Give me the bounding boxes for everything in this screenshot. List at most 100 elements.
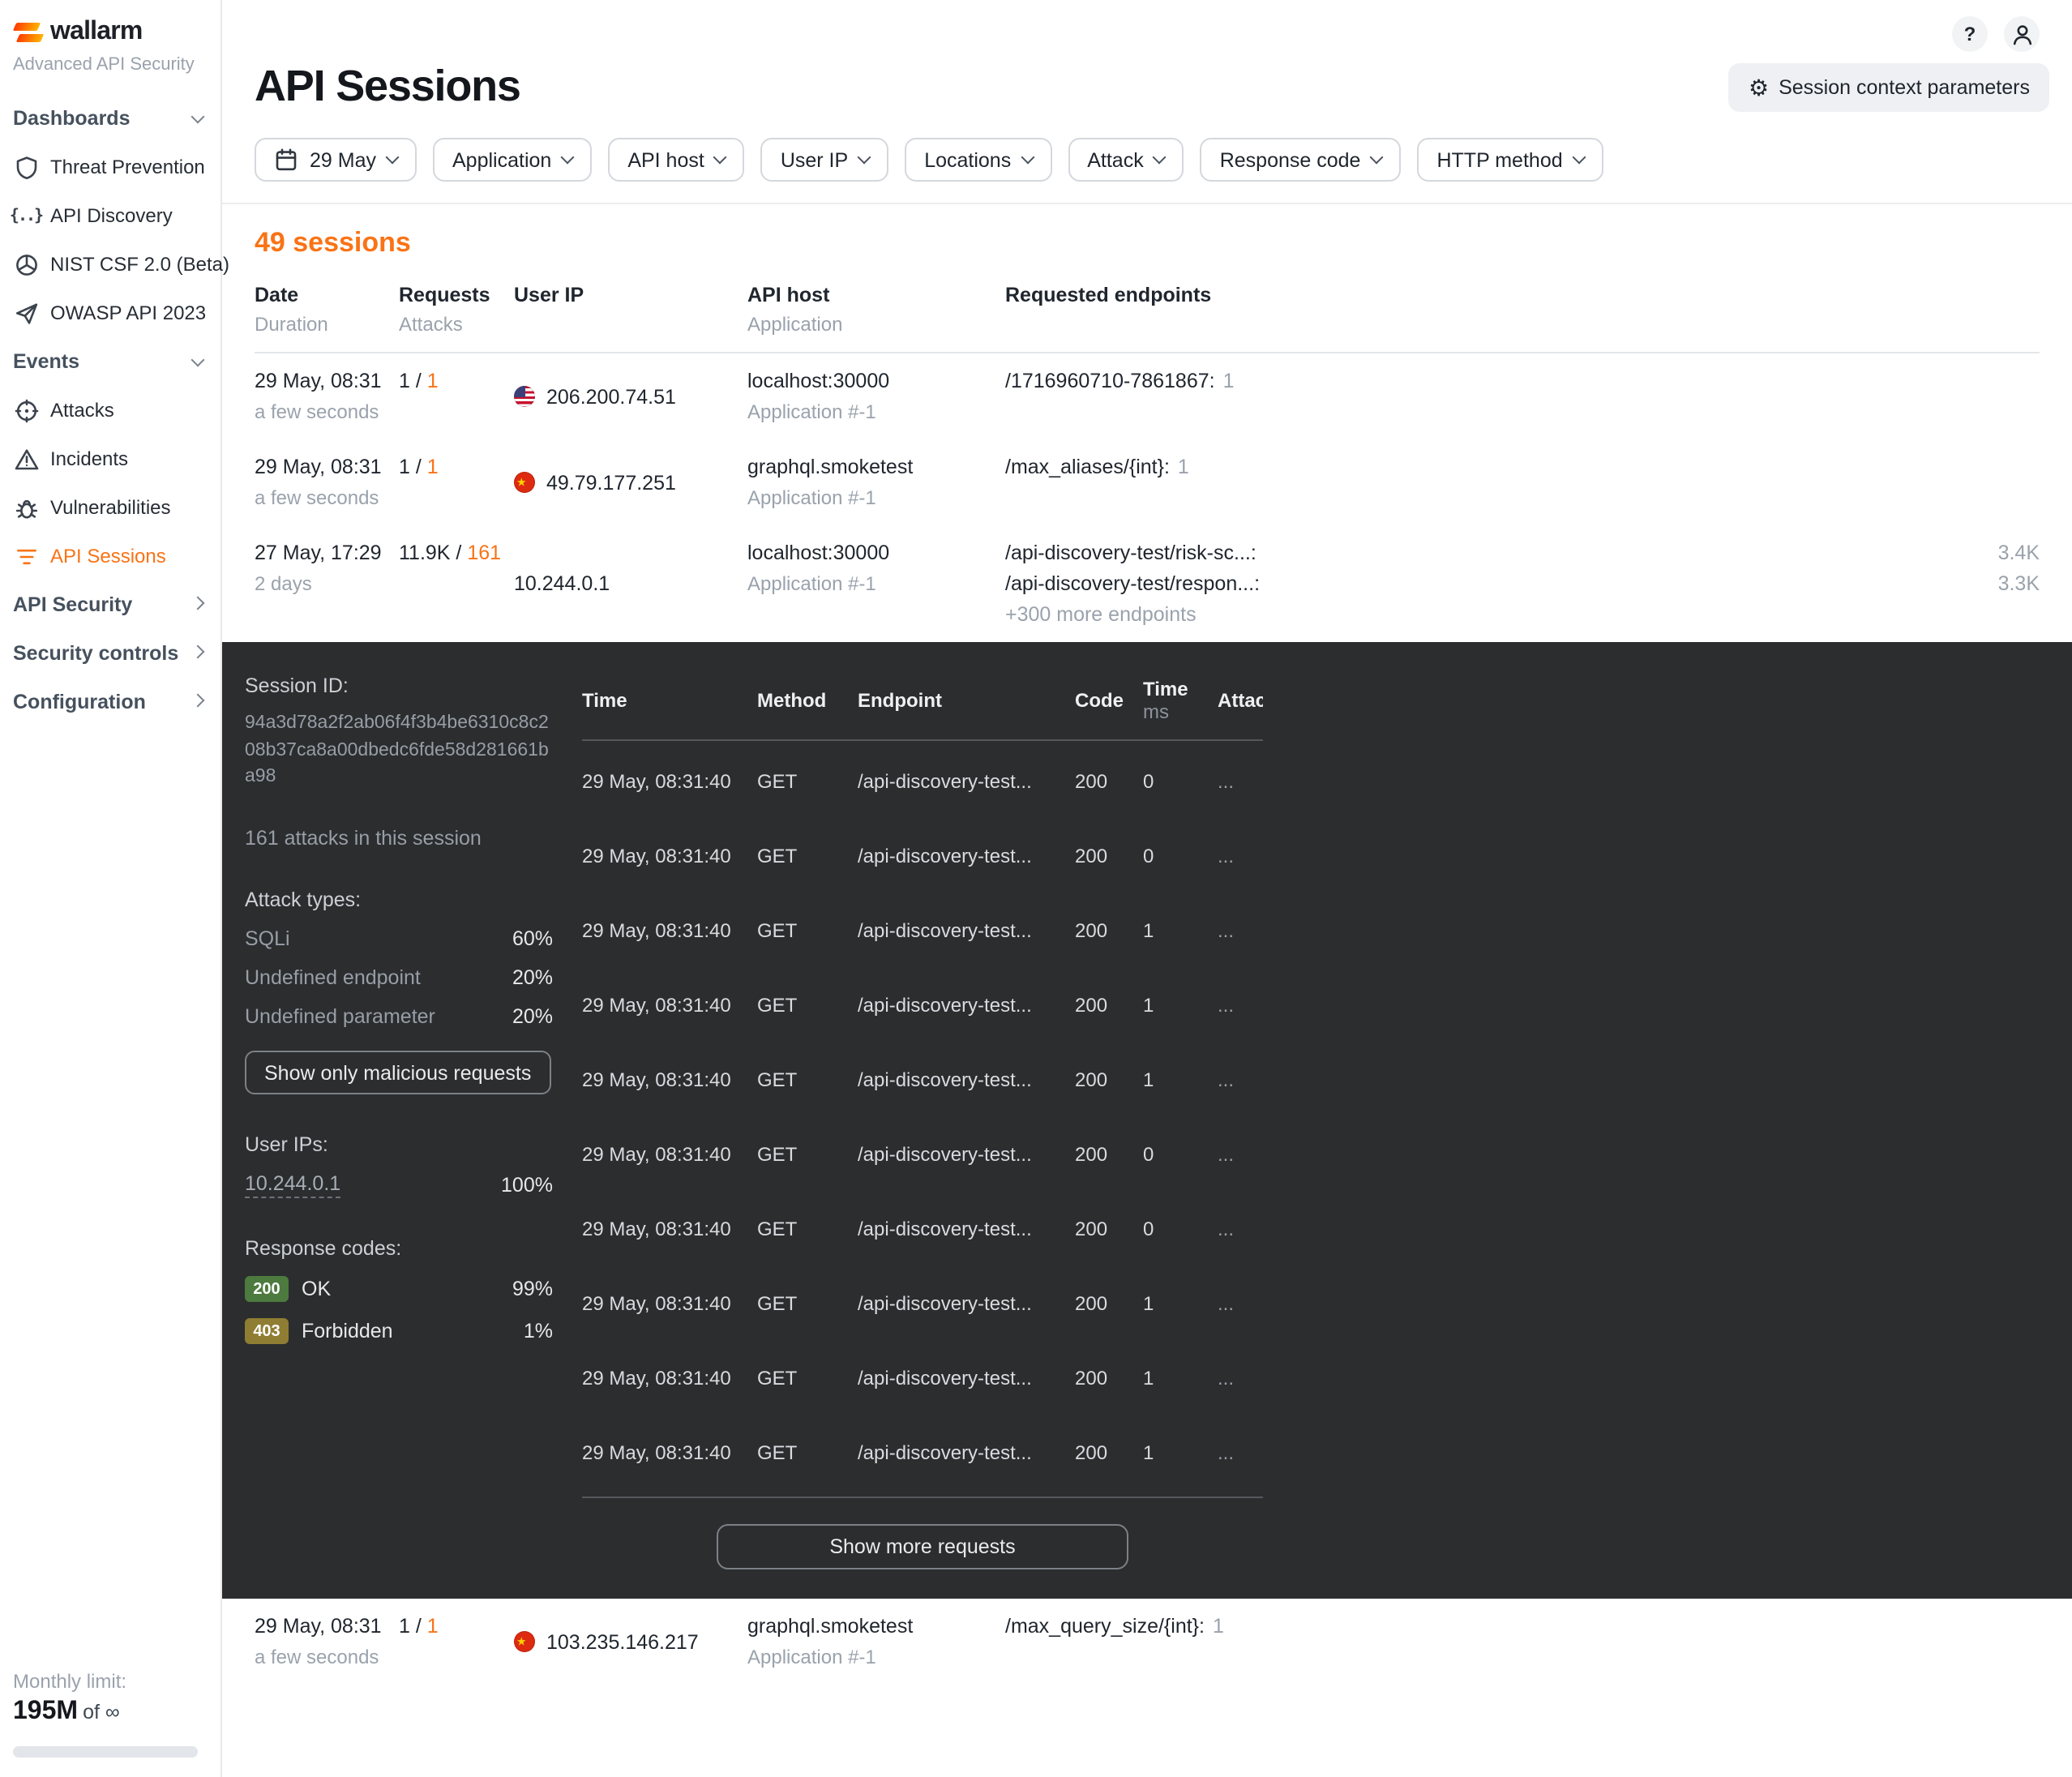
request-code: 200 — [1075, 1367, 1143, 1389]
filter-http-method[interactable]: HTTP method — [1417, 138, 1603, 182]
user-ip-link[interactable]: 10.244.0.1 — [245, 1172, 340, 1198]
user-ip-row: 10.244.0.1100% — [245, 1172, 553, 1198]
req-column-attack: Attack ... — [1218, 689, 1263, 712]
session-user-ip: 10.244.0.1 — [514, 572, 610, 595]
session-row[interactable]: 29 May, 08:31a few seconds1 / 1206.200.7… — [255, 353, 2040, 439]
sidebar-item-label: NIST CSF 2.0 (Beta) — [50, 253, 229, 276]
chevron-down-icon — [561, 151, 575, 165]
session-host-cell: graphql.smoketestApplication #-1 — [747, 1615, 1005, 1668]
sidebar-item-vulnerabilities[interactable]: Vulnerabilities — [0, 483, 220, 532]
filter-user-ip[interactable]: User IP — [761, 138, 888, 182]
request-time: 29 May, 08:31:40 — [582, 1292, 757, 1315]
sidebar-group-security-controls[interactable]: Security controls — [0, 629, 220, 678]
show-more-requests-button[interactable]: Show more requests — [717, 1524, 1128, 1569]
status-code-name: Forbidden — [302, 1320, 511, 1342]
monthly-limit-suffix: of ∞ — [83, 1701, 120, 1723]
more-endpoints: +300 more endpoints — [1005, 603, 2040, 626]
request-row[interactable]: 29 May, 08:31:40GET/api-discovery-test..… — [582, 1117, 1263, 1192]
request-attack: ... — [1218, 1441, 1263, 1464]
sidebar-item-label: Vulnerabilities — [50, 496, 171, 519]
chevron-down-icon — [386, 151, 400, 165]
filter-label: User IP — [781, 148, 848, 171]
request-method: GET — [757, 1441, 858, 1464]
shield-icon — [13, 154, 39, 180]
request-row[interactable]: 29 May, 08:31:40GET/api-discovery-test..… — [582, 893, 1263, 968]
request-method: GET — [757, 1218, 858, 1240]
sidebar-item-incidents[interactable]: Incidents — [0, 435, 220, 483]
session-row[interactable]: 27 May, 17:292 days11.9K / 16110.244.0.1… — [255, 525, 2040, 642]
session-attacks-note: 161 attacks in this session — [245, 827, 553, 850]
sidebar-group-api-security[interactable]: API Security — [0, 580, 220, 629]
attack-type-percent: 20% — [512, 966, 553, 989]
sidebar-item-nist-csf-2-0-beta[interactable]: NIST CSF 2.0 (Beta) — [0, 240, 220, 289]
request-row[interactable]: 29 May, 08:31:40GET/api-discovery-test..… — [582, 1043, 1263, 1117]
request-code: 200 — [1075, 770, 1143, 793]
session-requests-attacks: 1 / 1 — [399, 1615, 514, 1638]
sidebar-item-api-discovery[interactable]: {..}API Discovery — [0, 191, 220, 240]
response-codes-label: Response codes: — [245, 1237, 553, 1260]
attack-type-percent: 20% — [512, 1005, 553, 1028]
request-row[interactable]: 29 May, 08:31:40GET/api-discovery-test..… — [582, 1341, 1263, 1415]
session-row[interactable]: 29 May, 08:31a few seconds1 / 149.79.177… — [255, 439, 2040, 525]
show-only-malicious-button[interactable]: Show only malicious requests — [245, 1051, 550, 1094]
request-time: 29 May, 08:31:40 — [582, 1068, 757, 1091]
endpoint-line: /1716960710-7861867:1 — [1005, 370, 2040, 392]
request-code: 200 — [1075, 1143, 1143, 1166]
request-time-ms: 1 — [1143, 1367, 1218, 1389]
sidebar-item-owasp-api-2023[interactable]: OWASP API 2023 — [0, 289, 220, 337]
session-date: 29 May, 08:31 — [255, 370, 399, 392]
attack-types-label: Attack types: — [245, 888, 553, 911]
sidebar-scrollbar[interactable] — [13, 1746, 198, 1758]
request-attack: ... — [1218, 994, 1263, 1017]
filter-response-code[interactable]: Response code — [1201, 138, 1402, 182]
session-row[interactable]: 29 May, 08:31a few seconds1 / 1103.235.1… — [255, 1599, 2040, 1685]
request-row[interactable]: 29 May, 08:31:40GET/api-discovery-test..… — [582, 1415, 1263, 1490]
sidebar-item-api-sessions[interactable]: API Sessions — [0, 532, 220, 580]
sidebar-group-dashboards[interactable]: Dashboards — [0, 94, 220, 143]
sidebar-nav: DashboardsThreat Prevention{..}API Disco… — [0, 94, 220, 726]
braces-icon: {..} — [13, 203, 39, 229]
brand-name: wallarm — [50, 18, 143, 47]
session-context-parameters-button[interactable]: ⚙ Session context parameters — [1729, 62, 2049, 111]
main-content: ? API Sessions ⚙ Session context paramet… — [222, 0, 2072, 1777]
request-row[interactable]: 29 May, 08:31:40GET/api-discovery-test..… — [582, 819, 1263, 893]
request-attack: ... — [1218, 845, 1263, 867]
status-code-name: OK — [302, 1278, 499, 1300]
req-column-code: Code — [1075, 689, 1143, 712]
request-row[interactable]: 29 May, 08:31:40GET/api-discovery-test..… — [582, 744, 1263, 819]
user-menu-button[interactable] — [2004, 16, 2040, 52]
sidebar-group-configuration[interactable]: Configuration — [0, 678, 220, 726]
request-row[interactable]: 29 May, 08:31:40GET/api-discovery-test..… — [582, 1192, 1263, 1266]
session-requests-cell: 1 / 1 — [399, 1615, 514, 1668]
sidebar-item-attacks[interactable]: Attacks — [0, 386, 220, 435]
wheel-icon — [13, 251, 39, 277]
chevron-right-icon — [191, 645, 205, 659]
filter-attack[interactable]: Attack — [1068, 138, 1184, 182]
request-attack: ... — [1218, 1367, 1263, 1389]
filter-label: Application — [452, 148, 551, 171]
request-code: 200 — [1075, 919, 1143, 942]
column-user-ip: User IP — [514, 284, 747, 336]
filter-locations[interactable]: Locations — [905, 138, 1051, 182]
filter-label: API host — [627, 148, 704, 171]
sidebar-item-threat-prevention[interactable]: Threat Prevention — [0, 143, 220, 191]
filter-29-may[interactable]: 29 May — [255, 138, 417, 182]
session-endpoints-cell: /api-discovery-test/risk-sc...:3.4K/api-… — [1005, 542, 2040, 626]
sessions-table: Date Duration Requests Attacks User IP A… — [222, 274, 2072, 642]
sidebar-group-label: Events — [13, 350, 79, 373]
request-time: 29 May, 08:31:40 — [582, 1367, 757, 1389]
sidebar-group-events[interactable]: Events — [0, 337, 220, 386]
brand[interactable]: wallarm — [0, 16, 220, 49]
request-row[interactable]: 29 May, 08:31:40GET/api-discovery-test..… — [582, 968, 1263, 1043]
filter-application[interactable]: Application — [433, 138, 592, 182]
swirl-icon — [13, 543, 39, 569]
request-row[interactable]: 29 May, 08:31:40GET/api-discovery-test..… — [582, 1266, 1263, 1341]
request-attack: ... — [1218, 919, 1263, 942]
help-button[interactable]: ? — [1952, 16, 1988, 52]
brand-subtitle: Advanced API Security — [0, 49, 220, 75]
filter-api-host[interactable]: API host — [608, 138, 745, 182]
chevron-down-icon — [1021, 151, 1034, 165]
request-endpoint: /api-discovery-test... — [858, 845, 1075, 867]
request-attack: ... — [1218, 1068, 1263, 1091]
session-requests-attacks: 1 / 1 — [399, 370, 514, 392]
